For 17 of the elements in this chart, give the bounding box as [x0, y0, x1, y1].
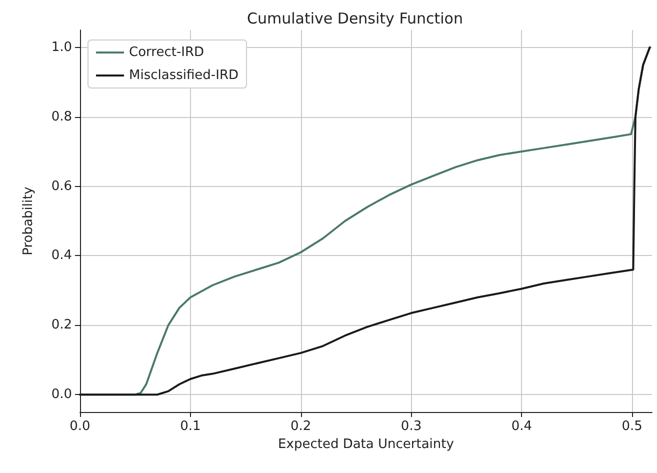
y-axis-title: Probability [21, 186, 36, 256]
legend-label: Correct-IRD [129, 45, 204, 60]
y-tick-label: 1.0 [51, 40, 72, 55]
y-tick-label: 0.4 [51, 248, 72, 264]
y-tick-label: 0.6 [51, 178, 72, 194]
x-tick-label: 0.3 [400, 419, 422, 434]
chart-title: Cumulative Density Function [247, 10, 463, 28]
y-tick-label: 0.2 [51, 318, 72, 333]
y-tick-label: 0.0 [51, 387, 72, 402]
x-tick-label: 0.4 [511, 419, 532, 434]
x-tick-label: 0.5 [622, 419, 642, 434]
x-tick-label: 0.0 [70, 419, 90, 434]
x-axis-title: Expected Data Uncertainty [278, 437, 454, 452]
legend-label: Misclassified-IRD [129, 68, 238, 83]
x-tick-label: 0.2 [290, 419, 312, 434]
x-tick-label: 0.1 [180, 419, 201, 434]
y-tick-label: 0.8 [51, 109, 72, 124]
